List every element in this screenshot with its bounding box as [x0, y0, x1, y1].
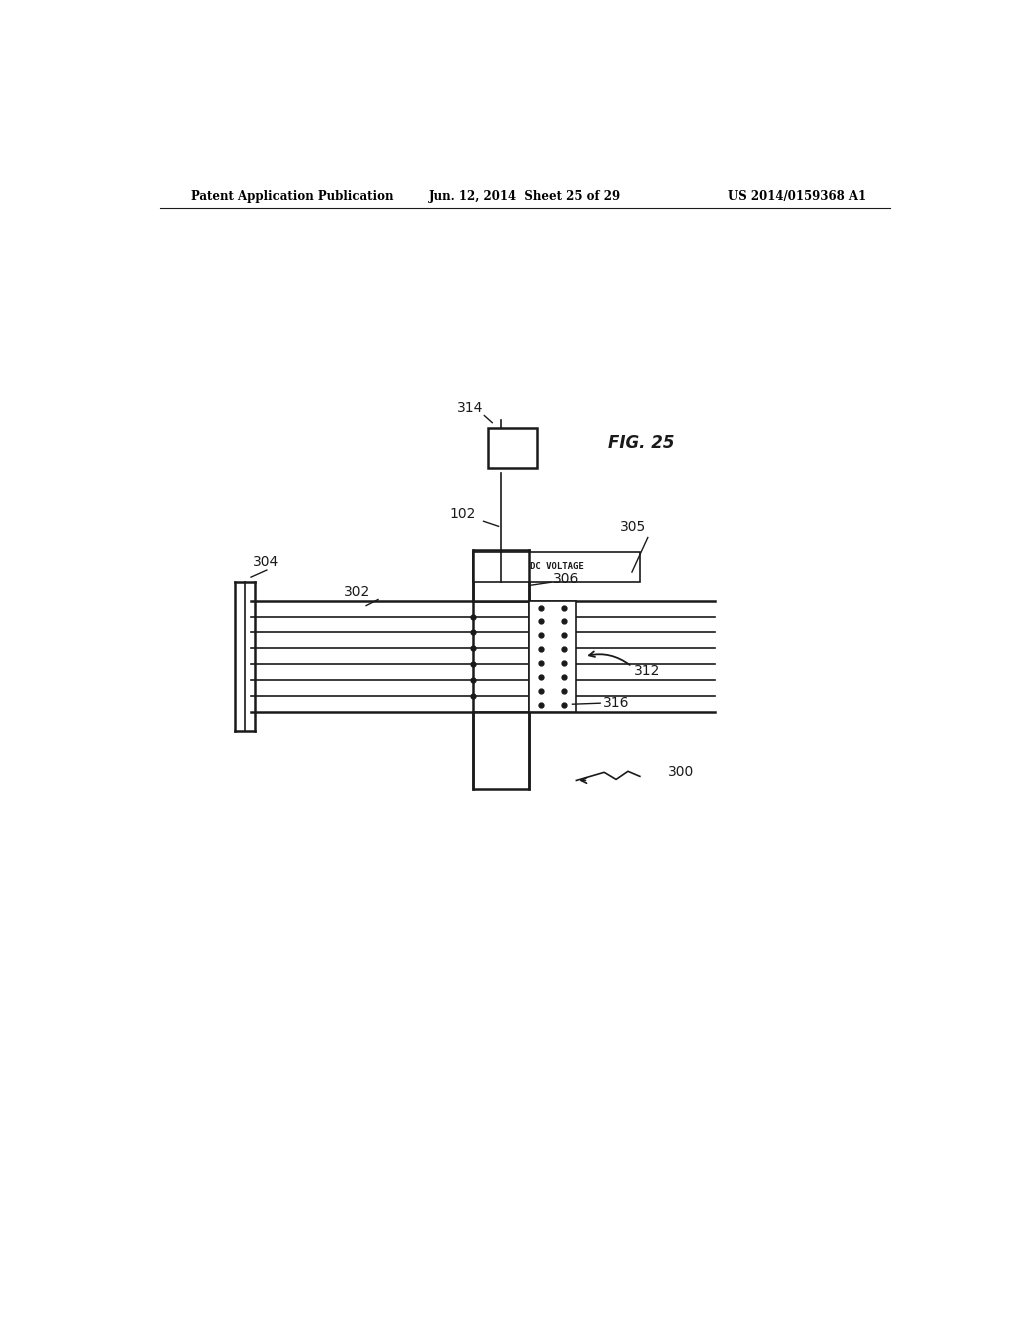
- Text: 305: 305: [620, 520, 646, 535]
- Bar: [473, 552, 640, 582]
- Text: 304: 304: [253, 554, 280, 569]
- Text: 316: 316: [602, 696, 629, 710]
- Text: 312: 312: [634, 664, 660, 677]
- Text: DC VOLTAGE: DC VOLTAGE: [529, 562, 584, 572]
- Text: Patent Application Publication: Patent Application Publication: [191, 190, 394, 202]
- Bar: [488, 428, 538, 469]
- Text: 102: 102: [450, 507, 476, 521]
- Text: 300: 300: [668, 766, 694, 779]
- Text: FIG. 25: FIG. 25: [608, 434, 675, 451]
- Text: 314: 314: [457, 401, 483, 416]
- Text: US 2014/0159368 A1: US 2014/0159368 A1: [728, 190, 866, 202]
- Bar: [473, 713, 528, 788]
- Text: 302: 302: [344, 586, 370, 599]
- Text: 306: 306: [553, 573, 580, 586]
- Bar: [528, 601, 577, 713]
- Bar: [473, 549, 528, 601]
- Text: Jun. 12, 2014  Sheet 25 of 29: Jun. 12, 2014 Sheet 25 of 29: [429, 190, 621, 202]
